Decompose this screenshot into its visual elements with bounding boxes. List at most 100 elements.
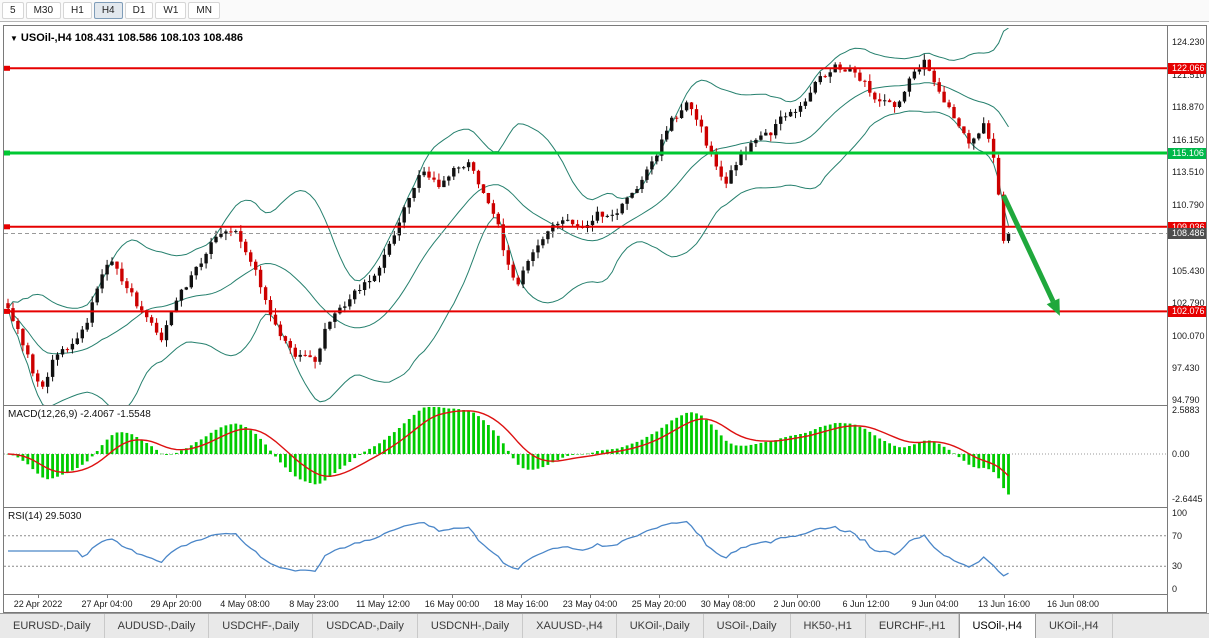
timeframe-button-w1[interactable]: W1 [155, 2, 187, 19]
timeframe-button-d1[interactable]: D1 [124, 2, 154, 19]
price-badge-102.076: 102.076 [1168, 306, 1206, 317]
chart-collapse-icon[interactable]: ▼ [10, 34, 18, 43]
rsi-line [8, 520, 1009, 577]
panel-divider[interactable] [4, 405, 1206, 406]
rsi-scale-tick: 70 [1172, 531, 1183, 541]
macd-panel[interactable] [4, 406, 1167, 507]
chart-tab-ukoil-daily[interactable]: UKOil-,Daily [617, 614, 704, 638]
time-axis-label: 4 May 08:00 [220, 599, 270, 609]
time-axis-tick [659, 595, 660, 598]
chart-window: ▼ USOil-,H4 108.431 108.586 108.103 108.4… [3, 25, 1207, 613]
time-axis-tick [1073, 595, 1074, 598]
price-axis-tick: 97.430 [1172, 363, 1200, 373]
time-axis-tick [107, 595, 108, 598]
price-axis-tick: 121.510 [1172, 70, 1205, 80]
chart-tab-usdcnh-daily[interactable]: USDCNH-,Daily [418, 614, 524, 638]
time-axis-label: 27 Apr 04:00 [81, 599, 133, 609]
time-axis-tick [797, 595, 798, 598]
chart-tab-xauusd-h4[interactable]: XAUUSD-,H4 [523, 614, 617, 638]
price-axis-tick: 94.790 [1172, 395, 1200, 405]
price-axis-tick: 118.870 [1172, 102, 1204, 112]
panel-divider[interactable] [4, 594, 1206, 595]
chart-tab-eurusd-daily[interactable]: EURUSD-,Daily [0, 614, 105, 638]
chart-title: ▼ USOil-,H4 108.431 108.586 108.103 108.4… [10, 32, 243, 44]
price-badge-115.106: 115.106 [1168, 148, 1206, 159]
rsi-scale-tick: 100 [1172, 508, 1188, 518]
timeframe-button-h4[interactable]: H4 [93, 2, 123, 19]
macd-label: MACD(12,26,9) -2.4067 -1.5548 [8, 409, 151, 420]
time-axis-label: 8 May 23:00 [289, 599, 339, 609]
rsi-canvas[interactable] [4, 508, 1167, 594]
macd-scale-tick: 2.5883 [1172, 405, 1200, 415]
chart-tab-eurchf-h1[interactable]: EURCHF-,H1 [866, 614, 960, 638]
rsi-scale-tick: 0 [1172, 584, 1178, 594]
timeframe-button-h1[interactable]: H1 [63, 2, 92, 19]
chart-tab-usoil-h4[interactable]: USOil-,H4 [959, 614, 1036, 638]
macd-name: MACD(12,26,9) [8, 409, 78, 420]
macd-main-value: -2.4067 [80, 409, 115, 420]
bollinger-middle-band [7, 82, 1009, 355]
chart-tab-hk50-h1[interactable]: HK50-,H1 [791, 614, 866, 638]
time-axis-tick [314, 595, 315, 598]
rsi-panel[interactable] [4, 508, 1167, 594]
chart-tab-usdchf-daily[interactable]: USDCHF-,Daily [209, 614, 314, 638]
bollinger-upper-band [7, 28, 1009, 309]
time-axis-label: 2 Jun 00:00 [773, 599, 821, 609]
timeframe-button-m30[interactable]: M30 [25, 2, 62, 19]
price-axis-tick: 102.790 [1172, 298, 1205, 308]
time-axis-tick [590, 595, 591, 598]
rsi-scale-tick: 30 [1172, 561, 1183, 571]
timeframe-toolbar: 5 M30 H1 H4 D1 W1 MN [0, 0, 1209, 22]
price-badge-108.486: 108.486 [1168, 228, 1206, 239]
rsi-label: RSI(14) 29.5030 [8, 511, 81, 522]
timeframe-button-mn[interactable]: MN [188, 2, 220, 19]
time-axis-label: 29 Apr 20:00 [150, 599, 202, 609]
panel-divider[interactable] [4, 507, 1206, 508]
macd-signal-value: -1.5548 [116, 409, 151, 420]
candles [6, 54, 1011, 394]
time-axis-label: 16 Jun 08:00 [1046, 599, 1100, 609]
time-axis-tick [1004, 595, 1005, 598]
macd-scale-tick: 0.00 [1172, 449, 1190, 459]
price-axis-tick: 105.430 [1172, 266, 1205, 276]
time-axis-tick [452, 595, 453, 598]
price-axis-tick: 116.150 [1172, 135, 1204, 145]
price-badge-109.036: 109.036 [1168, 222, 1206, 233]
time-axis[interactable]: 22 Apr 2022 27 Apr 04:00 29 Apr 20:00 4 May… [4, 595, 1167, 612]
time-axis-label: 18 May 16:00 [493, 599, 549, 609]
time-axis-label: 30 May 08:00 [700, 599, 756, 609]
chart-ohlc-values: 108.431 108.586 108.103 108.486 [74, 32, 243, 44]
main-chart-panel[interactable] [4, 28, 1167, 405]
trend-arrow-object[interactable] [1001, 194, 1060, 316]
price-axis-tick: 110.790 [1172, 200, 1204, 210]
bollinger-lower-band [7, 110, 1009, 405]
time-axis-tick [935, 595, 936, 598]
time-axis-label: 25 May 20:00 [631, 599, 687, 609]
time-axis-tick [38, 595, 39, 598]
chart-tab-ukoil-h4[interactable]: UKOil-,H4 [1036, 614, 1113, 638]
price-badge-122.066: 122.066 [1168, 63, 1206, 74]
time-axis-label: 16 May 00:00 [424, 599, 480, 609]
time-axis-tick [728, 595, 729, 598]
price-chart-canvas[interactable] [4, 28, 1167, 405]
chart-tab-usdcad-daily[interactable]: USDCAD-,Daily [313, 614, 418, 638]
rsi-value: 29.5030 [45, 511, 82, 522]
price-axis-tick: 124.230 [1172, 37, 1205, 47]
time-axis-tick [383, 595, 384, 598]
price-axis-tick: 100.070 [1172, 331, 1205, 341]
time-axis-label: 23 May 04:00 [562, 599, 618, 609]
rsi-name: RSI(14) [8, 511, 43, 522]
chart-tab-usoil-daily[interactable]: USOil-,Daily [704, 614, 791, 638]
time-axis-tick [176, 595, 177, 598]
chart-tab-audusd-daily[interactable]: AUDUSD-,Daily [105, 614, 210, 638]
time-axis-tick [866, 595, 867, 598]
chart-symbol-title: USOil-,H4 [20, 32, 72, 44]
timeframe-button-5[interactable]: 5 [2, 2, 24, 19]
time-axis-label: 13 Jun 16:00 [977, 599, 1031, 609]
price-axis[interactable]: 124.230 121.510 118.870 116.150 113.510 110.7… [1167, 26, 1206, 612]
time-axis-label: 11 May 12:00 [356, 599, 410, 609]
price-axis-tick: 113.510 [1172, 167, 1204, 177]
macd-canvas[interactable] [4, 406, 1167, 507]
macd-signal-line [7, 410, 1009, 478]
time-axis-label: 9 Jun 04:00 [911, 599, 959, 609]
